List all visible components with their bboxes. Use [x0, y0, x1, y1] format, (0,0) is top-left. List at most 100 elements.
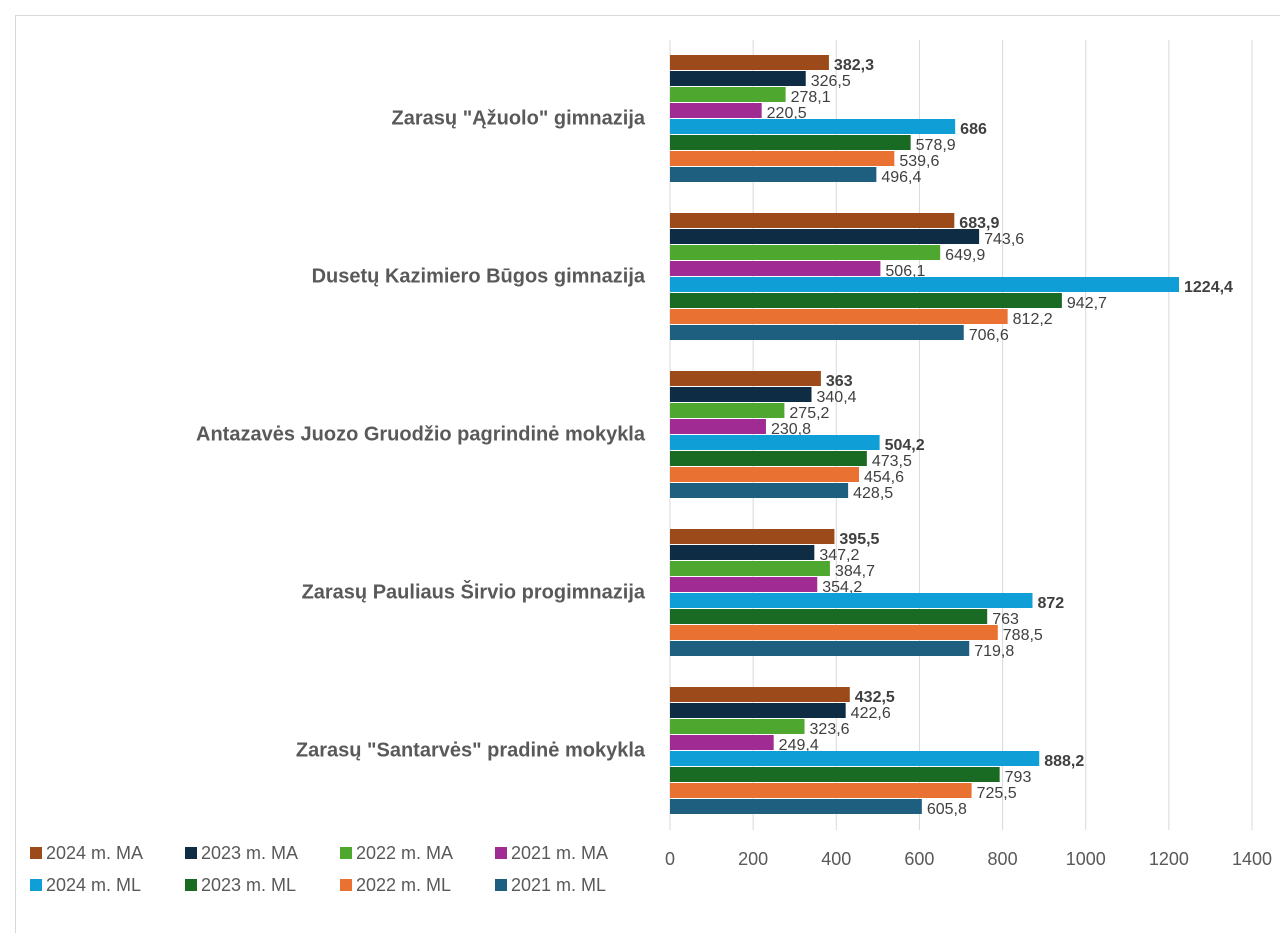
- value-label: 363: [826, 373, 853, 390]
- value-label: 812,2: [1013, 311, 1053, 328]
- value-label: 323,6: [810, 721, 850, 738]
- value-label: 230,8: [771, 421, 811, 438]
- legend-label: 2022 m. MA: [356, 843, 453, 863]
- bar: [670, 403, 785, 418]
- x-tick-label: 200: [738, 849, 768, 869]
- legend-label: 2024 m. MA: [46, 843, 143, 863]
- value-label: 743,6: [984, 231, 1024, 248]
- legend-label: 2024 m. ML: [46, 875, 141, 895]
- legend-swatch: [185, 879, 197, 891]
- value-label: 220,5: [767, 105, 807, 122]
- bar: [670, 799, 922, 814]
- value-label: 539,6: [899, 153, 939, 170]
- x-tick-label: 600: [904, 849, 934, 869]
- legend-swatch: [30, 847, 42, 859]
- category-label: Zarasų "Santarvės" pradinė mokykla: [296, 739, 646, 761]
- category-label: Dusetų Kazimiero Būgos gimnazija: [312, 265, 646, 287]
- value-label: 275,2: [789, 405, 829, 422]
- value-label: 888,2: [1044, 753, 1084, 770]
- bar: [670, 229, 980, 244]
- bar: [670, 419, 766, 434]
- value-label: 340,4: [817, 389, 857, 406]
- bar: [670, 529, 835, 544]
- bar: [670, 87, 786, 102]
- bar: [670, 751, 1040, 766]
- bar: [670, 545, 815, 560]
- value-label: 793: [1005, 769, 1032, 786]
- bar: [670, 609, 988, 624]
- bar: [670, 735, 774, 750]
- x-tick-label: 1400: [1232, 849, 1272, 869]
- x-tick-label: 1200: [1149, 849, 1189, 869]
- bar: [670, 577, 818, 592]
- value-label: 454,6: [864, 469, 904, 486]
- value-label: 763: [992, 611, 1019, 628]
- value-label: 942,7: [1067, 295, 1107, 312]
- bar: [670, 213, 955, 228]
- bar: [670, 561, 830, 576]
- legend-swatch: [340, 847, 352, 859]
- value-label: 422,6: [851, 705, 891, 722]
- bar: [670, 103, 762, 118]
- value-label: 354,2: [822, 579, 862, 596]
- legend-swatch: [30, 879, 42, 891]
- x-tick-label: 1000: [1066, 849, 1106, 869]
- bar: [670, 641, 970, 656]
- value-label: 1224,4: [1184, 279, 1233, 296]
- value-label: 428,5: [853, 485, 893, 502]
- value-label: 382,3: [834, 57, 874, 74]
- value-label: 578,9: [916, 137, 956, 154]
- bar: [670, 135, 911, 150]
- legend-swatch: [340, 879, 352, 891]
- category-label: Zarasų Pauliaus Širvio progimnazija: [302, 579, 646, 603]
- value-label: 605,8: [927, 801, 967, 818]
- value-label: 432,5: [855, 689, 895, 706]
- value-label: 473,5: [872, 453, 912, 470]
- bar: [670, 719, 805, 734]
- legend-label: 2022 m. ML: [356, 875, 451, 895]
- bar: [670, 451, 867, 466]
- bar: [670, 55, 829, 70]
- bar: [670, 467, 859, 482]
- value-label: 725,5: [977, 785, 1017, 802]
- legend-label: 2021 m. MA: [511, 843, 608, 863]
- value-label: 506,1: [885, 263, 925, 280]
- bar: [670, 483, 849, 498]
- bar: [670, 309, 1008, 324]
- value-label: 686: [960, 121, 987, 138]
- value-label: 326,5: [811, 73, 851, 90]
- bar: [670, 119, 956, 134]
- legend-swatch: [495, 879, 507, 891]
- bar: [670, 687, 850, 702]
- legend-swatch: [495, 847, 507, 859]
- bar: [670, 767, 1000, 782]
- bar: [670, 435, 880, 450]
- value-label: 706,6: [969, 327, 1009, 344]
- value-label: 649,9: [945, 247, 985, 264]
- bar: [670, 167, 877, 182]
- value-label: 788,5: [1003, 627, 1043, 644]
- bar: [670, 245, 941, 260]
- bar: [670, 325, 964, 340]
- value-label: 496,4: [881, 169, 921, 186]
- x-tick-label: 400: [821, 849, 851, 869]
- bar: [670, 277, 1180, 292]
- bar: [670, 151, 895, 166]
- x-tick-label: 800: [988, 849, 1018, 869]
- category-label: Antazavės Juozo Gruodžio pagrindinė moky…: [196, 423, 646, 445]
- value-label: 504,2: [885, 437, 925, 454]
- bar: [670, 625, 998, 640]
- legend-label: 2021 m. ML: [511, 875, 606, 895]
- bar: [670, 703, 846, 718]
- value-label: 384,7: [835, 563, 875, 580]
- bar: [670, 261, 881, 276]
- bar: [670, 293, 1062, 308]
- value-label: 872: [1038, 595, 1065, 612]
- legend-swatch: [185, 847, 197, 859]
- bar: [670, 593, 1033, 608]
- value-label: 395,5: [839, 531, 879, 548]
- legend-label: 2023 m. MA: [201, 843, 298, 863]
- value-label: 347,2: [819, 547, 859, 564]
- legend-label: 2023 m. ML: [201, 875, 296, 895]
